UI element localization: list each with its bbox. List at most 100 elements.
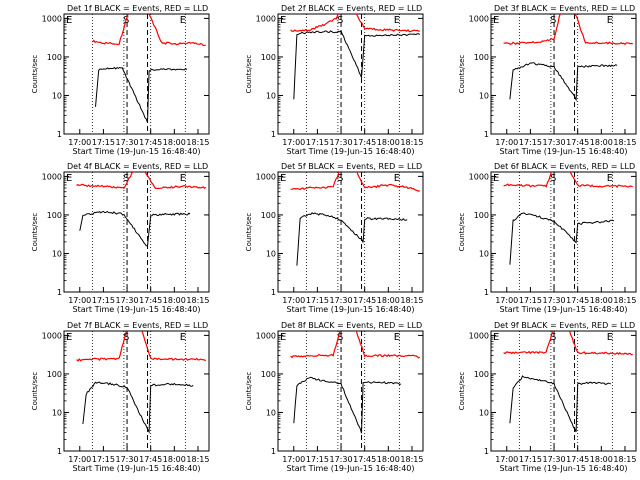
detector-panel: Det 8f BLACK = Events, RED = LLD E S E 1 10 10… [245,321,424,473]
segment-marker-label: E [280,332,286,343]
series-line-lld [503,172,633,189]
x-tick-label: 18:00 [377,138,400,147]
x-tick-label: 17:00 [495,138,518,147]
segment-marker-label: S [123,173,129,184]
panel-title: Det 8f BLACK = Events, RED = LLD [281,321,422,330]
x-tick-label: 17:30 [330,296,353,305]
x-tick-label: 17:45 [139,138,162,147]
y-tick-label: 1000 [42,331,62,340]
data-layer [91,14,206,123]
segment-marker-label: S [337,332,343,343]
y-tick-label: 1 [271,288,276,297]
x-tick-label: 17:15 [306,455,329,464]
panel-title: Det 9f BLACK = Events, RED = LLD [494,321,635,330]
data-layer [290,172,420,266]
y-tick-label: 10 [479,408,489,417]
x-axis-label: Start Time (19-Jun-15 16:48:40) [500,147,628,156]
y-axis-label: Counts/sec [245,372,253,411]
series-line-lld [76,331,207,362]
x-tick-label: 18:15 [400,138,423,147]
data-layer [290,14,421,100]
x-tick-label: 18:00 [590,455,613,464]
detector-panel: Det 9f BLACK = Events, RED = LLD E S E 1 10 10… [458,321,637,473]
x-tick-label: 17:15 [92,138,115,147]
y-tick-label: 100 [261,53,276,62]
y-tick-label: 1 [57,447,62,456]
series-line-events [509,212,615,265]
panel-title: Det 5f BLACK = Events, RED = LLD [281,162,422,171]
y-tick-label: 1 [57,130,62,139]
x-tick-label: 17:30 [116,296,139,305]
x-tick-label: 17:15 [519,138,542,147]
x-tick-label: 18:15 [186,138,209,147]
segment-marker-label: E [180,332,186,343]
x-tick-label: 17:15 [519,296,542,305]
y-tick-label: 1 [484,447,489,456]
y-tick-label: 100 [47,53,62,62]
segment-marker-label: E [280,173,286,184]
y-tick-label: 1000 [469,14,489,23]
panel-title: Det 1f BLACK = Events, RED = LLD [67,4,208,13]
y-tick-label: 1000 [256,172,276,181]
y-tick-label: 100 [474,53,489,62]
x-tick-label: 18:00 [590,296,613,305]
segment-marker-label: E [180,15,186,26]
x-tick-label: 17:00 [282,455,305,464]
detector-panel: Det 7f BLACK = Events, RED = LLD E S E 1 10 10… [31,321,210,473]
x-tick-label: 17:00 [68,296,91,305]
plot-frame [63,171,210,293]
plot-frame [490,13,637,135]
segment-marker-label: E [66,173,72,184]
y-tick-label: 1 [57,288,62,297]
x-tick-label: 17:45 [353,455,376,464]
segment-marker-label: E [66,15,72,26]
detector-panel: Det 2f BLACK = Events, RED = LLD E S E 1 10 10… [245,4,424,156]
y-tick-label: 1000 [469,331,489,340]
x-tick-label: 18:15 [613,455,636,464]
plot-frame [277,13,424,135]
x-tick-label: 17:15 [92,455,115,464]
detector-panel: Det 4f BLACK = Events, RED = LLD E S E 1 10 10… [31,162,210,314]
segment-marker-label: E [607,15,613,26]
y-axis-label: Counts/sec [458,213,466,252]
x-tick-label: 17:00 [68,138,91,147]
panel-title: Det 4f BLACK = Events, RED = LLD [67,162,208,171]
segment-marker-label: S [123,332,129,343]
x-tick-label: 17:00 [495,455,518,464]
plot-frame [63,13,210,135]
x-axis-label: Start Time (19-Jun-15 16:48:40) [73,305,201,314]
x-tick-label: 17:15 [306,296,329,305]
segment-marker-label: E [394,173,400,184]
x-tick-label: 18:00 [163,296,186,305]
data-layer [503,172,633,265]
y-tick-label: 100 [47,370,62,379]
series-line-events [82,381,194,434]
data-layer [76,331,207,434]
x-axis-label: Start Time (19-Jun-15 16:48:40) [500,464,628,473]
segment-marker-label: E [607,173,613,184]
series-line-events [95,66,188,123]
series-line-lld [503,331,633,356]
x-tick-label: 17:00 [282,296,305,305]
detector-panel: Det 3f BLACK = Events, RED = LLD E S E 1 10 10… [458,4,637,156]
x-tick-label: 17:15 [306,138,329,147]
series-line-events [79,210,191,247]
x-tick-label: 17:00 [495,296,518,305]
panel-title: Det 7f BLACK = Events, RED = LLD [67,321,208,330]
series-line-lld [290,172,420,192]
series-line-events [509,62,618,102]
x-tick-label: 17:45 [353,138,376,147]
x-tick-label: 17:30 [543,296,566,305]
x-tick-label: 17:30 [116,138,139,147]
segment-marker-label: S [337,173,343,184]
y-tick-label: 10 [266,408,276,417]
x-tick-label: 17:45 [353,296,376,305]
x-axis-label: Start Time (19-Jun-15 16:48:40) [500,305,628,314]
y-axis-label: Counts/sec [31,213,39,252]
y-tick-label: 100 [261,370,276,379]
data-layer [290,331,421,434]
y-tick-label: 10 [479,249,489,258]
y-tick-label: 100 [474,211,489,220]
x-tick-label: 18:15 [613,296,636,305]
panel-title: Det 3f BLACK = Events, RED = LLD [494,4,635,13]
